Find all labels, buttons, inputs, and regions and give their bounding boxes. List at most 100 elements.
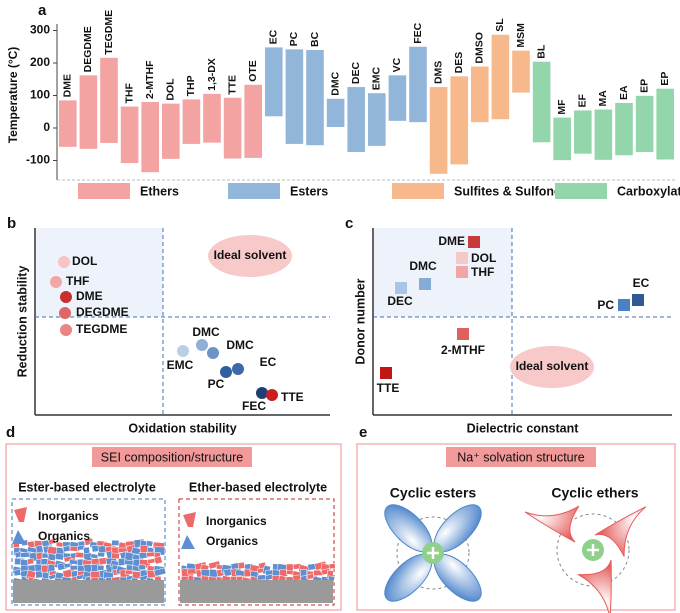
panel-label: e bbox=[359, 424, 367, 441]
bar bbox=[615, 102, 633, 156]
panel-frame bbox=[5, 443, 342, 611]
substrate bbox=[13, 580, 164, 603]
y-axis-label: Reduction stability bbox=[15, 266, 29, 378]
solvent-point bbox=[468, 236, 480, 248]
solvent-label: DEC bbox=[387, 294, 413, 308]
solvent-label: DMC bbox=[192, 325, 220, 339]
organic bbox=[138, 564, 147, 570]
organic bbox=[47, 553, 57, 562]
substrate bbox=[180, 580, 333, 603]
solvent-point bbox=[58, 256, 70, 268]
solvent-point bbox=[220, 366, 232, 378]
solvent-label: DOL bbox=[72, 254, 97, 268]
solvent-point bbox=[618, 299, 630, 311]
bar bbox=[635, 95, 654, 153]
inorganic bbox=[47, 538, 56, 545]
bar-label: DMC bbox=[329, 71, 341, 95]
solvent-point bbox=[60, 291, 72, 303]
bar-label: DEC bbox=[350, 61, 362, 84]
solvent-label: DOL bbox=[471, 251, 496, 265]
bar-label: BL bbox=[535, 44, 547, 59]
bar bbox=[368, 93, 386, 146]
bar-label: DMSO bbox=[474, 32, 486, 64]
organic bbox=[146, 547, 155, 553]
bar-label: EA bbox=[618, 85, 630, 100]
bar bbox=[59, 100, 77, 147]
bar-label: EC bbox=[268, 29, 280, 44]
solvent-label: DEGDME bbox=[76, 305, 129, 319]
solvent-label: EMC bbox=[167, 358, 194, 372]
bar-label: DEGDME bbox=[82, 26, 94, 72]
bar bbox=[120, 106, 139, 164]
legend-swatch bbox=[555, 183, 607, 199]
inorganic bbox=[147, 558, 156, 565]
sub-heading: Ester-based electrolyte bbox=[18, 480, 156, 494]
bar bbox=[141, 102, 159, 173]
bar-label: EP bbox=[638, 79, 650, 93]
ether-lobe bbox=[577, 559, 612, 613]
solvent-label: THF bbox=[471, 265, 494, 279]
bar bbox=[388, 75, 407, 121]
solvent-point bbox=[395, 282, 407, 294]
bar-label: SL bbox=[494, 18, 506, 32]
solvent-label: DMC bbox=[226, 338, 254, 352]
bar bbox=[162, 103, 180, 159]
bar bbox=[491, 34, 510, 120]
plus bbox=[587, 544, 599, 556]
bar bbox=[265, 47, 283, 117]
solvent-label: DMC bbox=[409, 259, 437, 273]
bar bbox=[285, 49, 304, 144]
title-pill bbox=[92, 447, 252, 467]
solvent-point bbox=[266, 389, 278, 401]
y-tick-label: 300 bbox=[30, 23, 50, 37]
inorganic bbox=[153, 555, 163, 565]
solvent-point bbox=[207, 347, 219, 359]
y-tick-label: 200 bbox=[30, 55, 50, 69]
solvent-point bbox=[380, 367, 392, 379]
ideal-region bbox=[36, 228, 163, 317]
ether-lobe bbox=[524, 505, 580, 543]
bar bbox=[471, 66, 489, 123]
solvent-label: 2-MTHF bbox=[441, 343, 485, 357]
legend-label: Inorganics bbox=[206, 514, 267, 528]
panel-label: d bbox=[6, 424, 15, 441]
ideal-ellipse bbox=[510, 346, 594, 388]
bar bbox=[244, 84, 262, 158]
title-pill bbox=[446, 447, 596, 467]
solvent-point bbox=[457, 328, 469, 340]
solvent-label: TTE bbox=[377, 381, 400, 395]
solvent-label: EC bbox=[260, 355, 277, 369]
organic bbox=[54, 552, 65, 561]
solvent-point bbox=[256, 387, 268, 399]
bar-label: EF bbox=[577, 93, 589, 107]
panel-frame bbox=[356, 443, 676, 611]
y-tick-label: -100 bbox=[26, 153, 50, 167]
solvent-point bbox=[632, 294, 644, 306]
ideal-region bbox=[374, 228, 512, 317]
panel-title: SEI composition/structure bbox=[101, 450, 243, 464]
organic bbox=[96, 564, 105, 571]
x-axis-label: Oxidation stability bbox=[128, 421, 236, 435]
bar-label: DOL bbox=[165, 78, 177, 101]
bar-label: THF bbox=[123, 83, 135, 104]
panel-label: c bbox=[345, 215, 353, 232]
bar-label: 2-MTHF bbox=[144, 60, 156, 99]
bar bbox=[306, 50, 324, 146]
legend-swatch bbox=[78, 183, 130, 199]
solvent-point bbox=[419, 278, 431, 290]
legend-label: Inorganics bbox=[38, 509, 99, 523]
bar-label: OTE bbox=[247, 60, 259, 82]
bar bbox=[223, 97, 242, 159]
solvent-label: TEGDME bbox=[76, 322, 127, 336]
bar bbox=[347, 87, 365, 153]
bar bbox=[79, 75, 98, 149]
solvent-label: DME bbox=[76, 289, 103, 303]
bar-label: TEGDME bbox=[103, 10, 115, 55]
solvent-point bbox=[60, 324, 72, 336]
organic bbox=[124, 559, 134, 566]
solvent-point bbox=[50, 276, 62, 288]
bar bbox=[450, 76, 468, 165]
bar-label: THP bbox=[185, 75, 197, 96]
bar bbox=[409, 46, 427, 123]
legend-label: Esters bbox=[290, 184, 328, 198]
